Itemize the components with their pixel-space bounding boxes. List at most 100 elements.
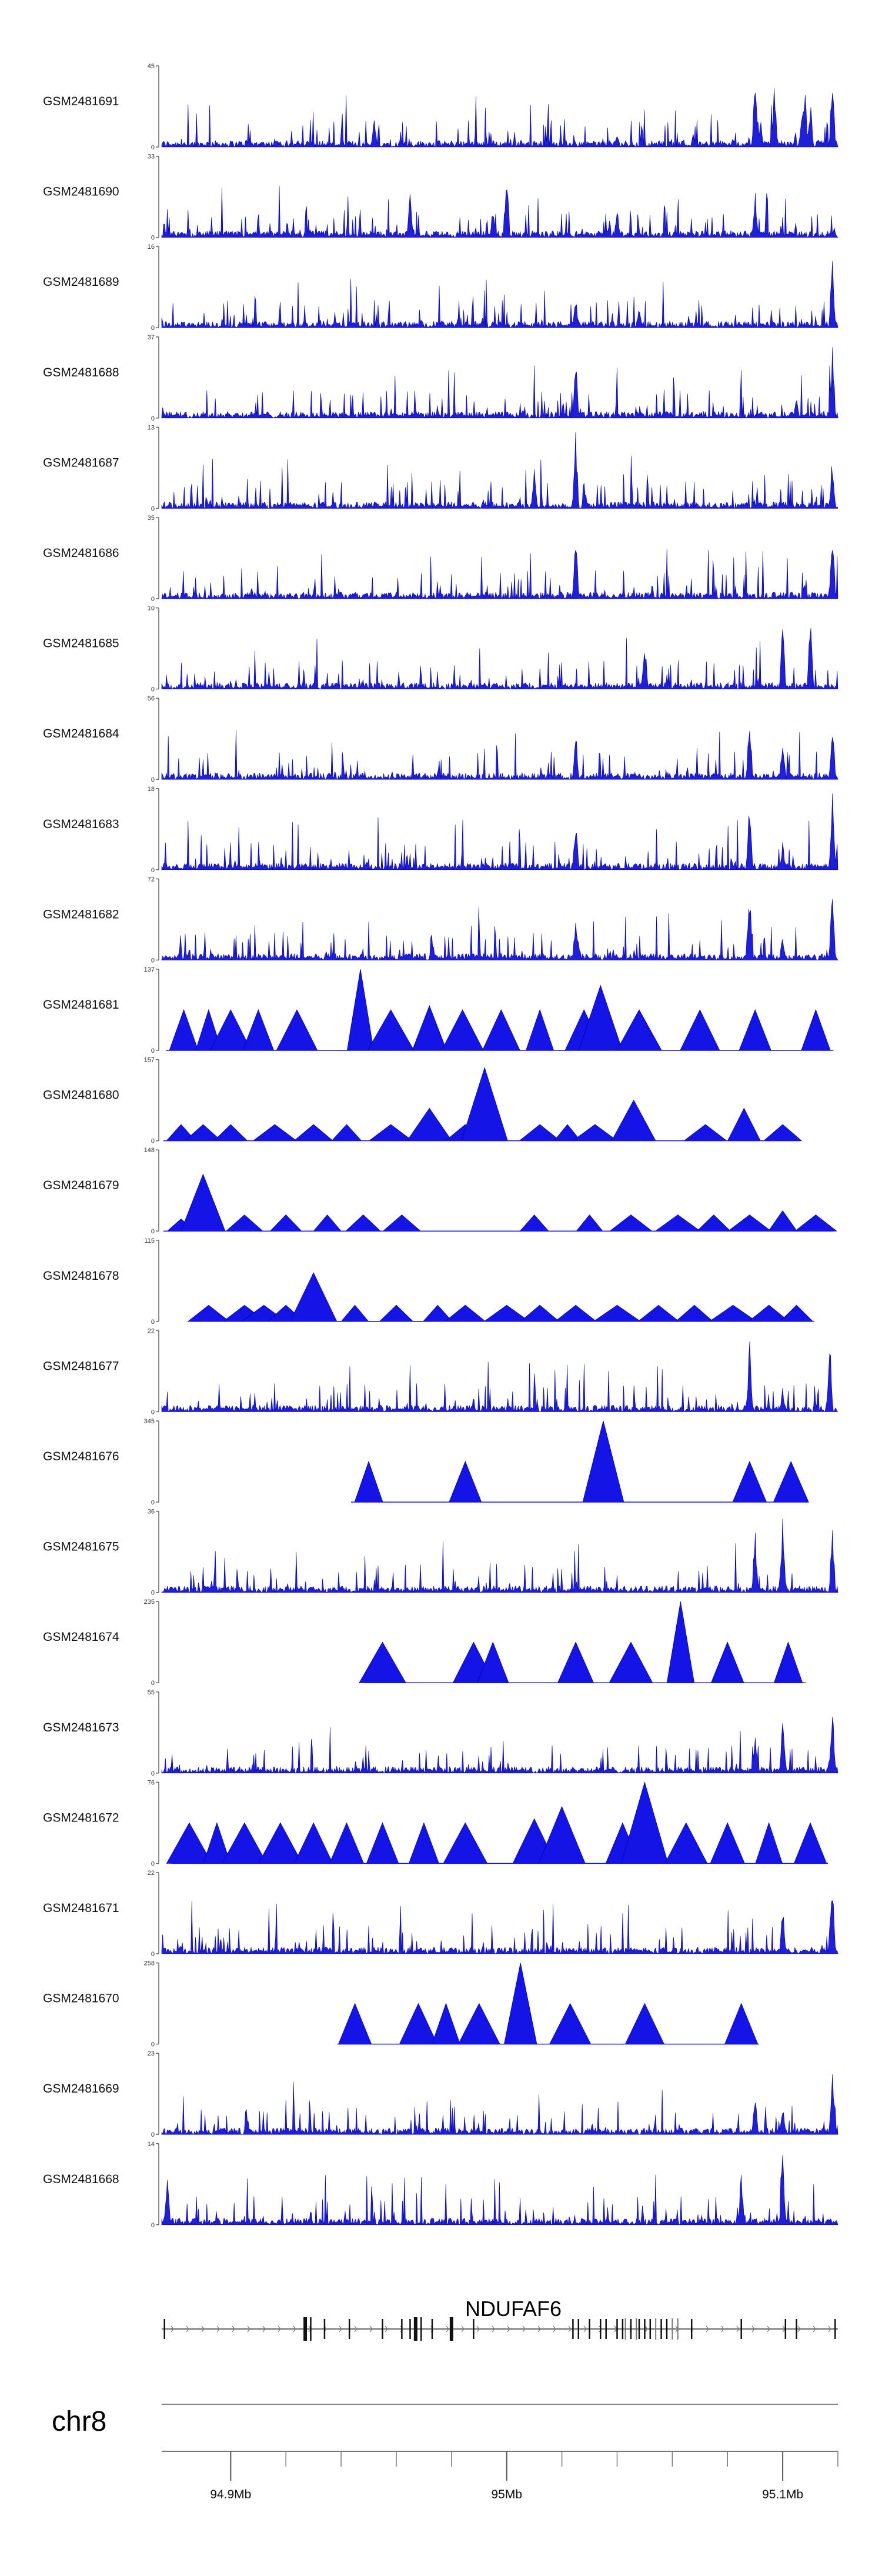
- track-ymin-label: 0: [151, 1770, 155, 1777]
- chromosome-label: chr8: [52, 2406, 106, 2437]
- track-sample-label: GSM2481690: [43, 185, 119, 199]
- gene-exon: [677, 2318, 679, 2340]
- coverage-track: GSM2481685 10 0: [43, 605, 838, 693]
- coverage-track: GSM2481689 16 0: [43, 243, 838, 332]
- coverage-peak: [368, 1124, 413, 1141]
- coverage-peak: [794, 1214, 837, 1232]
- coverage-peak: [637, 1304, 680, 1322]
- coverage-area: [161, 730, 838, 780]
- coverage-peak: [779, 1304, 814, 1322]
- coverage-area: [161, 1717, 838, 1774]
- coverage-peak: [242, 1009, 275, 1051]
- strand-arrow: [293, 2325, 296, 2333]
- coverage-peak: [225, 1214, 263, 1232]
- coverage-peak: [441, 1009, 484, 1051]
- gene-exon: [348, 2319, 350, 2339]
- track-ymax-label: 56: [148, 695, 155, 702]
- gene-exon: [600, 2319, 602, 2339]
- gene-exon: [671, 2318, 673, 2340]
- coverage-peak: [666, 1601, 695, 1683]
- track-ymax-label: 36: [148, 1509, 155, 1516]
- coverage-peak: [609, 1214, 653, 1232]
- strand-arrow: [828, 2325, 831, 2333]
- track-ymin-label: 0: [151, 2041, 155, 2048]
- strand-arrow: [706, 2325, 709, 2333]
- coverage-area: [161, 628, 838, 690]
- track-ymin-label: 0: [151, 957, 155, 964]
- coverage-peak: [329, 1822, 365, 1864]
- track-sample-label: GSM2481681: [43, 998, 119, 1012]
- coverage-peak: [222, 1822, 268, 1864]
- gene-exon: [796, 2319, 797, 2339]
- gene-exon: [649, 2319, 652, 2339]
- gene-exon: [655, 2318, 657, 2340]
- coverage-track: GSM2481671 22 0: [43, 1870, 838, 1958]
- coverage-track: GSM2481687 13 0: [43, 424, 838, 512]
- coverage-area: [161, 899, 838, 961]
- track-ymin-label: 0: [151, 1138, 155, 1145]
- coverage-peak: [408, 1822, 439, 1864]
- coverage-peak: [727, 1107, 761, 1141]
- coverage-area: [161, 261, 838, 329]
- track-ymax-label: 157: [144, 1057, 155, 1064]
- coverage-area: [161, 347, 838, 419]
- coverage-peak: [338, 2003, 372, 2044]
- coverage-track: GSM2481691 45 0: [43, 63, 838, 151]
- track-ymin-label: 0: [151, 686, 155, 693]
- genome-axis-tick-label: 95.1Mb: [762, 2488, 803, 2501]
- track-ymax-label: 76: [148, 1779, 155, 1786]
- coverage-peak: [727, 1214, 772, 1232]
- coverage-area: [161, 1341, 838, 1413]
- track-ymax-label: 115: [144, 1237, 155, 1244]
- track-ymin-label: 0: [151, 1409, 155, 1416]
- track-sample-label: GSM2481677: [43, 1359, 119, 1373]
- coverage-peak: [367, 1009, 415, 1051]
- track-sample-label: GSM2481691: [43, 95, 119, 108]
- coverage-peak: [582, 1420, 624, 1503]
- coverage-peak: [773, 1460, 809, 1503]
- genome-axis-tick-label: 94.9Mb: [210, 2488, 251, 2501]
- coverage-peak: [379, 1304, 414, 1322]
- coverage-peak: [331, 1124, 362, 1141]
- coverage-peak: [557, 1641, 594, 1683]
- coverage-track: GSM2481676 345 0: [43, 1418, 809, 1506]
- track-ymax-label: 235: [144, 1599, 155, 1606]
- coverage-peak: [755, 1822, 783, 1864]
- strand-arrow: [537, 2325, 541, 2333]
- strand-arrow: [492, 2325, 495, 2333]
- strand-arrow: [644, 2325, 648, 2333]
- track-ymin-label: 0: [151, 867, 155, 874]
- track-ymax-label: 37: [148, 334, 155, 341]
- gene-exon: [624, 2318, 626, 2340]
- gene-exon: [636, 2318, 637, 2340]
- coverage-peak: [359, 1641, 406, 1683]
- coverage-peak: [763, 1124, 803, 1141]
- track-ymin-label: 0: [151, 1047, 155, 1055]
- coverage-peak: [276, 1009, 318, 1051]
- track-ymax-label: 148: [144, 1147, 155, 1154]
- track-ymin-label: 0: [151, 1951, 155, 1958]
- track-ymin-label: 0: [151, 776, 155, 783]
- coverage-peak: [340, 1304, 369, 1322]
- strand-arrow: [278, 2325, 281, 2333]
- track-ymin-label: 0: [151, 1499, 155, 1506]
- track-sample-label: GSM2481670: [43, 1992, 119, 2006]
- coverage-area: [161, 2155, 838, 2225]
- coverage-peak: [520, 1304, 560, 1322]
- coverage-peak: [449, 1460, 482, 1503]
- strand-arrow: [385, 2325, 388, 2333]
- gene-exon: [784, 2319, 787, 2339]
- coverage-area: [161, 793, 838, 870]
- track-sample-label: GSM2481682: [43, 907, 119, 921]
- gene-exon: [310, 2317, 312, 2341]
- coverage-track: GSM2481677 22 0: [43, 1327, 838, 1416]
- gene-exon: [431, 2319, 433, 2339]
- coverage-area: [161, 1519, 838, 1593]
- track-ymax-label: 33: [148, 154, 155, 161]
- coverage-area: [161, 88, 838, 148]
- track-sample-label: GSM2481686: [43, 546, 119, 560]
- gene-exon: [401, 2319, 403, 2339]
- track-sample-label: GSM2481676: [43, 1450, 119, 1463]
- coverage-peak: [664, 1822, 708, 1864]
